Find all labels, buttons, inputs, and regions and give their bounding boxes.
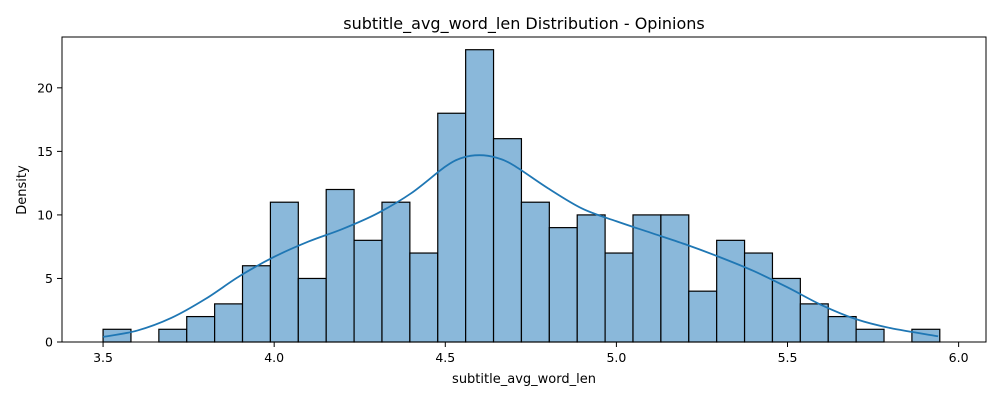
histogram-bar [799,303,829,343]
x-tick-label: 4.5 [435,350,455,365]
histogram-bar [743,252,774,343]
histogram-bar [241,265,272,343]
x-tick-label: 3.5 [93,350,113,365]
histogram-bar [855,328,885,343]
histogram-bar [186,315,216,343]
y-axis-label: Density [15,165,30,215]
x-axis-ticks: 3.5 4.0 4.5 5.0 5.5 6.0 [93,342,969,365]
histogram-bar [548,227,578,343]
histogram-bar [158,328,188,343]
plot-frame [61,36,987,343]
histogram-bar [325,188,355,343]
histogram-bar [827,315,857,343]
histogram-bar [632,214,662,343]
x-tick-label: 4.0 [264,350,284,365]
histogram-bar [353,239,383,343]
histogram-bar [771,277,801,343]
histogram-bar [381,201,411,343]
histogram-bar [576,214,606,343]
y-axis-ticks: 0 5 10 15 20 [37,80,62,350]
x-tick-label: 5.0 [606,350,626,365]
histogram-bar [409,252,439,343]
y-tick-label: 0 [45,335,53,350]
histogram-bars [102,49,941,343]
histogram-bar [492,138,523,343]
histogram-bar [660,214,690,343]
histogram-bar [520,201,550,343]
y-tick-label: 10 [37,207,53,222]
histogram-bar [688,290,718,343]
histogram-bar [214,303,244,343]
x-axis-label: subtitle_avg_word_len [452,372,596,387]
y-tick-label: 15 [37,144,53,159]
histogram-bar [604,252,634,343]
histogram-bar [269,201,299,343]
kde-curve [102,154,939,338]
y-tick-label: 20 [37,80,53,95]
histogram-bar [465,49,495,343]
y-tick-label: 5 [45,271,53,286]
histogram-bar [716,239,746,343]
histogram-bar [297,277,327,343]
x-tick-label: 5.5 [778,350,798,365]
chart-title: subtitle_avg_word_len Distribution - Opi… [343,14,705,34]
x-tick-label: 6.0 [949,350,969,365]
histogram-bar [437,112,467,343]
